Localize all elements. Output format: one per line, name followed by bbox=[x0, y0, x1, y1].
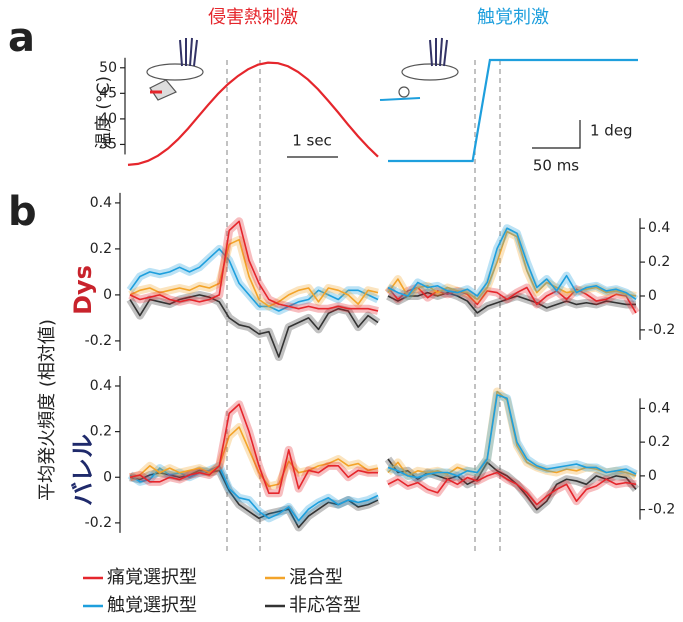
row-label: Dys bbox=[69, 265, 97, 315]
y-tick-label: -0.2 bbox=[648, 502, 675, 518]
y-tick-label: 0.4 bbox=[90, 195, 112, 211]
scale-label: 1 deg bbox=[590, 122, 633, 140]
scale-label: 1 sec bbox=[292, 132, 332, 150]
y-tick-label: 0 bbox=[648, 468, 657, 484]
y-tick-label: -0.2 bbox=[648, 322, 675, 338]
y-axis-label: 平均発火頻度 (相対値) bbox=[37, 319, 58, 501]
y-axis-label: 温度 (°C) bbox=[94, 76, 114, 149]
y-tick-label: 0.4 bbox=[648, 220, 670, 236]
stimulus-line bbox=[388, 60, 638, 161]
y-tick-label: -0.2 bbox=[85, 333, 112, 349]
y-tick-label: 0.2 bbox=[648, 434, 670, 450]
legend-label: 触覚選択型 bbox=[107, 595, 197, 616]
sem-band bbox=[388, 395, 636, 478]
stimulus-line bbox=[128, 63, 378, 165]
chart-title: 触覚刺激 bbox=[477, 7, 549, 28]
chart-title: 侵害熱刺激 bbox=[208, 7, 298, 28]
legend-label: 痛覚選択型 bbox=[107, 567, 197, 588]
scale-label: 50 ms bbox=[533, 157, 579, 175]
y-tick-label: 0.4 bbox=[648, 400, 670, 416]
y-tick-label: -0.2 bbox=[85, 515, 112, 531]
legend-label: 非応答型 bbox=[289, 595, 361, 616]
y-tick-label: 0 bbox=[103, 469, 112, 485]
mouse-icon bbox=[147, 38, 458, 100]
sem-band bbox=[388, 228, 636, 299]
y-tick-label: 0.2 bbox=[648, 254, 670, 270]
legend-label: 混合型 bbox=[289, 567, 343, 588]
y-tick-label: 50 bbox=[99, 60, 117, 76]
panel-label: b bbox=[8, 189, 37, 235]
y-tick-label: 0 bbox=[103, 287, 112, 303]
y-tick-label: 0 bbox=[648, 288, 657, 304]
panel-label: a bbox=[8, 15, 35, 61]
y-tick-label: 0.2 bbox=[90, 241, 112, 257]
y-tick-label: 0.4 bbox=[90, 378, 112, 394]
scale-bar bbox=[532, 120, 580, 148]
figure: a b 1 sec 1 deg 50 ms 平均発火頻度 (相対値) Dys バ… bbox=[0, 0, 683, 622]
y-tick-label: 0.2 bbox=[90, 424, 112, 440]
row-label: バレル bbox=[69, 434, 97, 506]
